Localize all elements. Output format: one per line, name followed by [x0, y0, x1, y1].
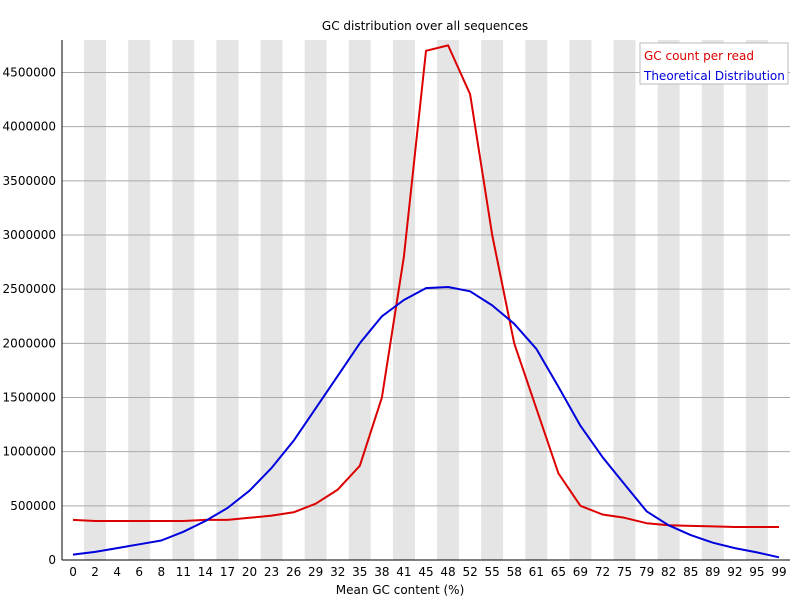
x-tick-label: 79 [639, 565, 654, 579]
x-tick-label: 69 [573, 565, 588, 579]
legend: GC count per read Theoretical Distributi… [639, 42, 789, 85]
plot-stripe [326, 40, 349, 560]
x-tick-label: 2 [91, 565, 99, 579]
x-tick-label: 61 [529, 565, 544, 579]
x-tick-label: 75 [617, 565, 632, 579]
y-tick-label: 4000000 [3, 120, 56, 134]
plot-stripe [437, 40, 460, 560]
plot-stripe [701, 40, 724, 560]
x-tick-labels: 0 2 4 6 8 11 14 17 20 23 26 29 32 35 38 41 45 48 52 55 58 61 6… [69, 565, 786, 579]
x-tick-label: 58 [507, 565, 522, 579]
y-tick-label: 2000000 [3, 336, 56, 350]
plot-stripe [216, 40, 239, 560]
x-tick-label: 38 [374, 565, 389, 579]
plot-stripe [194, 40, 217, 560]
series-line-gc-count [72, 44, 779, 528]
plot-stripe [547, 40, 570, 560]
plot-stripe [62, 40, 85, 560]
y-tick-label: 2500000 [3, 282, 56, 296]
x-tick-label: 26 [286, 565, 301, 579]
plot-stripe [657, 40, 680, 560]
x-tick-label: 45 [418, 565, 433, 579]
series-lines [72, 44, 780, 559]
plot-stripe [525, 40, 548, 560]
x-tick-label: 72 [595, 565, 610, 579]
x-axis-label: Mean GC content (%) [336, 583, 465, 597]
x-tick-label: 99 [771, 565, 786, 579]
plot-stripe [679, 40, 702, 560]
plot-stripe [745, 40, 768, 560]
x-tick-label: 89 [705, 565, 720, 579]
x-tick-label: 92 [727, 565, 742, 579]
plot-stripe [348, 40, 371, 560]
x-tick-label: 55 [485, 565, 500, 579]
plot-stripe [767, 40, 790, 560]
y-tick-label: 1500000 [3, 391, 56, 405]
plot-stripe [635, 40, 658, 560]
x-tick-label: 17 [220, 565, 235, 579]
plot-stripe [260, 40, 283, 560]
plot-stripe [150, 40, 173, 560]
plot-stripe [723, 40, 746, 560]
plot-stripe [414, 40, 438, 560]
plot-stripe [282, 40, 305, 560]
plot-stripe [459, 40, 482, 560]
x-tick-label: 4 [113, 565, 121, 579]
axes [61, 40, 790, 561]
x-tick-label: 23 [264, 565, 279, 579]
x-tick-label: 8 [157, 565, 165, 579]
x-tick-label: 95 [749, 565, 764, 579]
x-tick-label: 14 [198, 565, 213, 579]
y-tick-label: 3500000 [3, 174, 56, 188]
chart-title: GC distribution over all sequences [322, 19, 528, 33]
x-tick-label: 65 [551, 565, 566, 579]
plot-stripe [591, 40, 614, 560]
y-tick-label: 3000000 [3, 228, 56, 242]
plot-stripe [370, 40, 393, 560]
x-tick-label: 11 [176, 565, 191, 579]
x-tick-label: 6 [135, 565, 143, 579]
plot-stripe [569, 40, 592, 560]
plot-stripe [128, 40, 151, 560]
x-tick-label: 29 [308, 565, 323, 579]
x-tick-label: 48 [440, 565, 455, 579]
plot-stripe [172, 40, 195, 560]
y-tick-label: 1000000 [3, 445, 56, 459]
y-tick-label: 4500000 [3, 66, 56, 80]
x-tick-label: 0 [69, 565, 77, 579]
legend-entry-gc-count: GC count per read [644, 49, 754, 63]
x-tick-label: 41 [396, 565, 411, 579]
plot-stripe [106, 40, 129, 560]
plot-stripe [238, 40, 261, 560]
plot-stripes [62, 40, 790, 560]
plot-stripe [613, 40, 636, 560]
x-tick-label: 20 [242, 565, 257, 579]
x-tick-label: 32 [330, 565, 345, 579]
x-tick-label: 52 [462, 565, 477, 579]
x-tick-label: 35 [352, 565, 367, 579]
plot-stripe [481, 40, 504, 560]
x-tick-label: 85 [683, 565, 698, 579]
plot-stripe [304, 40, 327, 560]
y-tick-label: 0 [48, 553, 56, 567]
legend-entry-theoretical: Theoretical Distribution [643, 69, 785, 83]
plot-stripe [503, 40, 526, 560]
y-tick-labels: 0 500000 1000000 1500000 2000000 2500000 30000… [3, 66, 56, 568]
x-tick-label: 82 [661, 565, 676, 579]
series-line-theoretical [72, 286, 780, 559]
legend-box [639, 42, 789, 85]
y-tick-label: 500000 [10, 499, 56, 513]
plot-stripe [84, 40, 107, 560]
